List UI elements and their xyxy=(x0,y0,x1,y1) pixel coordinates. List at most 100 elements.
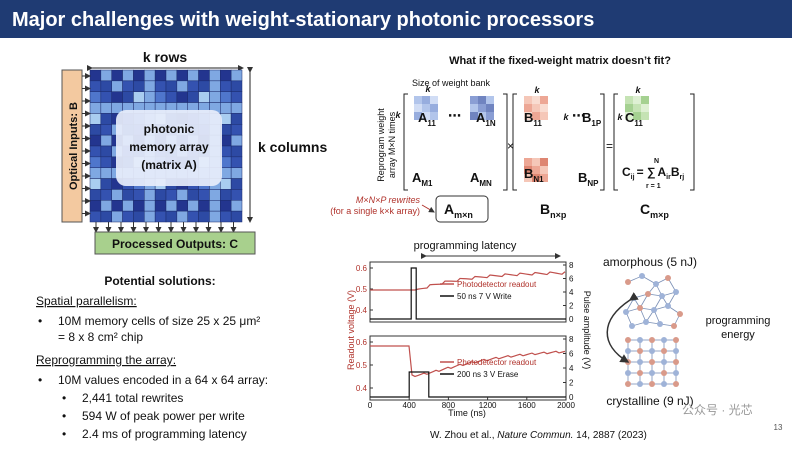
crystalline-structure xyxy=(625,337,679,387)
atom xyxy=(659,293,665,299)
inputs-box xyxy=(61,69,83,223)
sym: C xyxy=(640,201,650,217)
sub: ir xyxy=(666,174,671,181)
c-size: Cm×p xyxy=(640,201,669,220)
block-cell xyxy=(540,166,548,174)
slide-title: Major challenges with weight-stationary … xyxy=(12,9,594,31)
cell xyxy=(220,102,232,114)
cell xyxy=(220,80,232,92)
atom xyxy=(623,309,629,315)
cell xyxy=(230,124,243,136)
atom xyxy=(665,275,671,281)
reprogram-label: array M×N times xyxy=(387,111,397,178)
a1n: A1N xyxy=(476,110,496,128)
sub: 1N xyxy=(485,119,495,128)
y-left-tick-label: 0.5 xyxy=(356,285,368,294)
atom xyxy=(649,381,655,387)
cell xyxy=(100,113,112,125)
reprogram-title: Reprogramming the array: xyxy=(36,353,176,367)
block-cell xyxy=(478,96,486,104)
pulse-trace xyxy=(370,267,566,320)
cell xyxy=(89,156,102,168)
y-right-tick-label: 0 xyxy=(569,393,574,402)
cell xyxy=(154,200,167,212)
cell xyxy=(220,178,232,190)
b1p: B1P xyxy=(582,110,602,128)
cell xyxy=(230,80,243,92)
amn: AMN xyxy=(470,170,492,188)
legend-text: Photodetector readout xyxy=(457,280,537,289)
cell xyxy=(100,145,112,158)
b11: B11 xyxy=(524,110,542,128)
y-left-tick-label: 0.6 xyxy=(356,264,368,273)
outputs-label: Processed Outputs: C xyxy=(112,237,238,251)
cell xyxy=(198,91,210,103)
cell xyxy=(198,189,210,201)
cell xyxy=(230,69,243,82)
sym: = ∑ xyxy=(637,165,656,179)
cell xyxy=(209,91,221,103)
block-cell xyxy=(532,112,540,120)
y-right-tick-label: 6 xyxy=(569,275,574,284)
y-left-tick-label: 0.4 xyxy=(356,384,368,393)
sub: MN xyxy=(479,179,492,188)
atom xyxy=(637,359,643,365)
cell xyxy=(187,80,199,92)
cell xyxy=(122,189,134,201)
cell xyxy=(122,91,134,103)
cell xyxy=(133,210,145,223)
cell xyxy=(230,102,243,114)
sub: NP xyxy=(587,179,599,188)
authors: W. Zhou et al., xyxy=(430,430,497,441)
atom xyxy=(625,381,631,387)
cell xyxy=(154,210,167,223)
latency-label: programming latency xyxy=(414,240,517,252)
journal: Nature Commun. xyxy=(497,430,573,441)
block-cell xyxy=(524,96,532,104)
y-right-tick-label: 6 xyxy=(569,350,574,359)
cell xyxy=(144,200,156,212)
block-cell xyxy=(532,96,540,104)
atom xyxy=(625,348,631,354)
reprogram-bullet: 10M values encoded in a 64 x 64 array: xyxy=(58,373,268,387)
sub: 11 xyxy=(533,119,542,128)
rewrites-arrow xyxy=(421,204,435,213)
block-cell xyxy=(532,104,540,112)
atom xyxy=(649,337,655,343)
cell xyxy=(89,200,102,212)
readout-trace xyxy=(370,271,566,291)
cell xyxy=(144,69,156,82)
cell xyxy=(89,167,102,179)
cell xyxy=(230,200,243,212)
y-right-tick-label: 2 xyxy=(569,379,574,388)
cell xyxy=(154,69,167,82)
block-cell xyxy=(524,158,532,166)
cell xyxy=(133,189,145,201)
cell xyxy=(187,210,199,223)
sym: B xyxy=(524,110,533,125)
cell xyxy=(230,113,243,125)
cell xyxy=(220,91,232,103)
c11: C11 xyxy=(625,110,643,128)
atom xyxy=(653,281,659,287)
y-right-tick-label: 4 xyxy=(569,364,574,373)
block-cell xyxy=(532,166,540,174)
cell xyxy=(144,210,156,223)
cell xyxy=(133,91,145,103)
watermark: 公众号 · 光芯 xyxy=(682,403,753,417)
atom xyxy=(643,319,649,325)
block-cell xyxy=(524,166,532,174)
cell xyxy=(176,189,188,201)
block-cell xyxy=(524,112,532,120)
solutions-heading: Potential solutions: xyxy=(104,274,215,288)
cell xyxy=(230,156,243,168)
atom xyxy=(673,381,679,387)
cell xyxy=(133,69,145,82)
cell xyxy=(144,91,156,103)
x-tick-label: 400 xyxy=(403,401,417,410)
times: × xyxy=(507,139,514,153)
block-cell xyxy=(422,104,430,112)
sym: A xyxy=(444,201,454,217)
cell xyxy=(176,69,188,82)
y-right-tick-label: 2 xyxy=(569,302,574,311)
